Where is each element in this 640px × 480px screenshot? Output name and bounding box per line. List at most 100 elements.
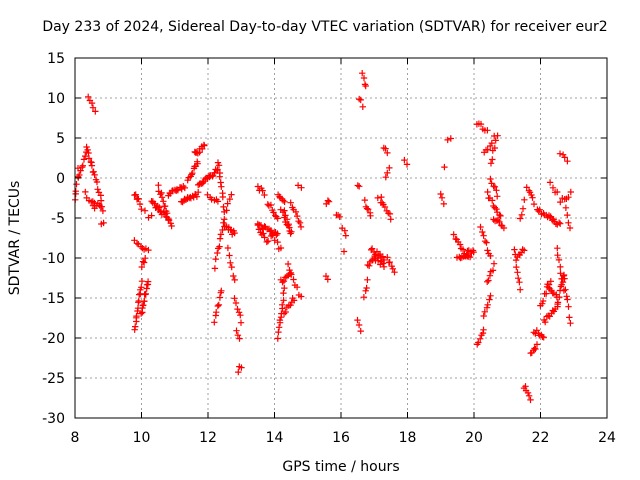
- data-point: [519, 205, 527, 212]
- data-point: [231, 229, 238, 237]
- data-point: [132, 323, 139, 330]
- data-point: [287, 301, 294, 309]
- data-point: [540, 334, 547, 341]
- data-point: [77, 167, 84, 174]
- data-point: [456, 241, 464, 248]
- data-point: [450, 231, 457, 238]
- data-point: [480, 326, 487, 333]
- x-tick-label: 14: [266, 430, 284, 446]
- data-point: [294, 182, 302, 189]
- axis-ticks: [74, 57, 608, 419]
- data-point: [85, 93, 92, 100]
- data-point: [136, 200, 144, 208]
- data-point: [287, 230, 294, 237]
- data-point: [139, 258, 147, 265]
- data-point: [224, 200, 231, 207]
- data-point: [145, 246, 152, 254]
- data-point: [513, 263, 520, 271]
- data-point: [215, 162, 223, 169]
- data-point: [259, 187, 266, 194]
- data-point: [530, 200, 538, 208]
- data-point: [360, 294, 368, 301]
- data-point: [99, 207, 107, 215]
- data-point: [480, 312, 487, 320]
- data-point: [267, 201, 275, 209]
- data-point: [523, 184, 530, 191]
- data-point: [91, 171, 98, 179]
- data-point: [477, 120, 485, 128]
- data-point: [524, 389, 532, 396]
- data-point: [292, 208, 300, 216]
- data-point: [274, 215, 281, 222]
- data-point: [156, 204, 163, 211]
- data-point: [491, 144, 498, 152]
- data-point: [511, 246, 518, 253]
- data-point: [486, 296, 493, 303]
- x-tick-label: 20: [465, 430, 483, 446]
- data-point: [216, 173, 223, 180]
- data-points: [72, 70, 574, 404]
- data-point: [497, 212, 504, 220]
- data-point: [144, 278, 152, 285]
- data-point: [221, 216, 228, 223]
- data-point: [489, 197, 496, 204]
- data-point: [279, 197, 287, 204]
- data-point: [521, 247, 528, 254]
- data-point: [341, 227, 348, 234]
- data-point: [280, 277, 288, 285]
- y-tick-label: -30: [42, 411, 65, 427]
- data-point: [165, 215, 172, 223]
- data-point: [281, 207, 288, 214]
- y-tick-label: 5: [56, 131, 65, 147]
- data-point: [141, 297, 148, 305]
- data-point: [217, 231, 225, 238]
- data-point: [201, 142, 208, 149]
- data-point: [254, 222, 262, 229]
- data-point: [79, 163, 86, 171]
- data-point: [384, 169, 391, 177]
- data-point: [379, 260, 387, 267]
- data-point: [359, 103, 366, 110]
- data-point: [163, 210, 171, 217]
- data-point: [368, 245, 376, 252]
- data-point: [295, 218, 302, 225]
- data-point: [466, 253, 474, 261]
- y-tick-label: -15: [42, 291, 65, 307]
- data-point: [547, 278, 554, 285]
- data-point: [459, 246, 467, 253]
- data-point: [487, 160, 495, 167]
- data-point: [214, 249, 221, 257]
- data-point: [236, 335, 243, 342]
- data-point: [487, 175, 494, 183]
- data-point: [374, 257, 382, 264]
- data-point: [517, 286, 524, 293]
- data-point: [535, 207, 542, 215]
- data-point: [279, 301, 286, 308]
- data-point: [286, 266, 293, 274]
- data-point: [294, 212, 301, 220]
- data-point: [94, 186, 101, 193]
- data-point: [363, 284, 370, 292]
- data-point: [230, 272, 237, 280]
- data-point: [214, 302, 221, 310]
- x-tick-labels: 8 10 12 14 16 18 20 22 24: [71, 430, 616, 446]
- data-point: [488, 139, 495, 147]
- data-point: [494, 132, 501, 139]
- data-point: [561, 275, 568, 282]
- data-point: [560, 287, 568, 294]
- data-point: [132, 191, 139, 198]
- data-point: [515, 275, 522, 282]
- data-point: [82, 188, 89, 196]
- data-point: [484, 188, 491, 196]
- data-point: [539, 297, 547, 305]
- data-point: [567, 188, 574, 196]
- data-point: [138, 284, 145, 291]
- data-point: [493, 205, 500, 213]
- data-point: [518, 211, 525, 218]
- data-point: [293, 284, 301, 291]
- data-point: [492, 137, 499, 144]
- data-point: [213, 309, 220, 316]
- data-point: [228, 263, 235, 271]
- data-point: [483, 239, 490, 246]
- data-point: [556, 150, 564, 157]
